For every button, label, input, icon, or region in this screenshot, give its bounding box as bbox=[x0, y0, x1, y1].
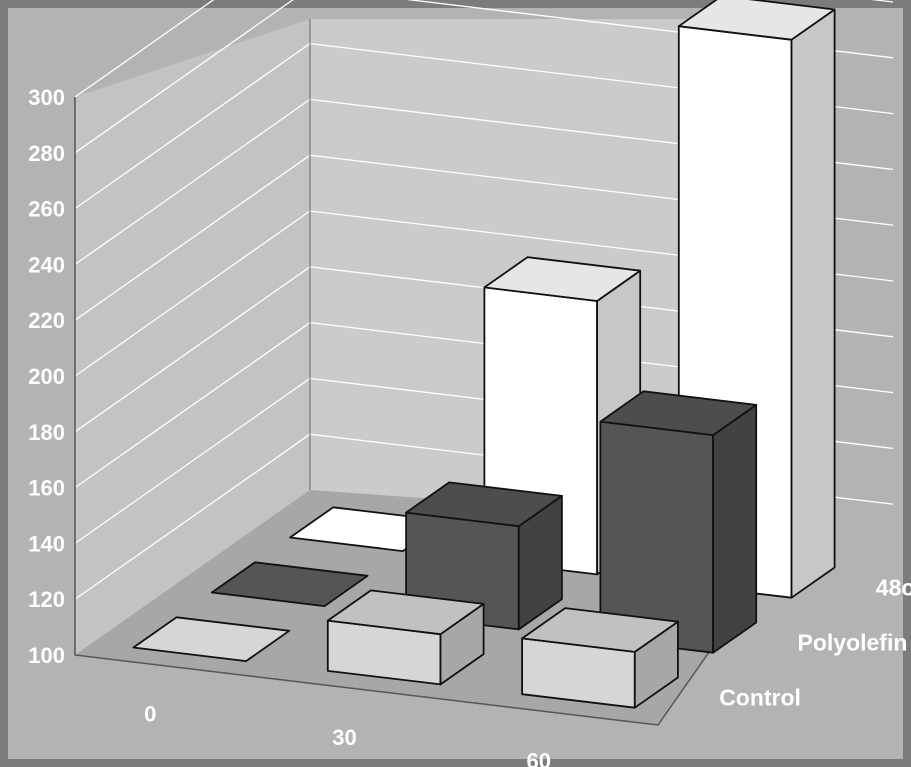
y-tick-label: 120 bbox=[28, 587, 65, 612]
labels: 100 120 140 160 180 200 220 240 260 280 300 0 30 60 Co… bbox=[28, 85, 911, 767]
bar-polyolefin-60 bbox=[599, 390, 758, 654]
y-tick-label: 160 bbox=[28, 476, 65, 501]
x-tick-label: 0 bbox=[144, 702, 156, 727]
y-tick-label: 260 bbox=[28, 197, 65, 222]
y-tick-label: 180 bbox=[28, 420, 65, 445]
y-tick-label: 300 bbox=[28, 85, 65, 110]
y-tick-label: 240 bbox=[28, 252, 65, 277]
y-tick-label: 140 bbox=[28, 531, 65, 556]
bar-polyolefin-0 bbox=[210, 561, 369, 607]
bar-control-30 bbox=[326, 589, 485, 686]
series-label: Polyolefin bbox=[798, 630, 908, 656]
series-label: Control bbox=[719, 685, 801, 711]
bar-control-60 bbox=[521, 607, 679, 709]
y-tick-label: 220 bbox=[28, 308, 65, 333]
bars bbox=[132, 0, 836, 709]
y-tick-label: 280 bbox=[28, 141, 65, 166]
x-tick-label: 60 bbox=[527, 748, 551, 767]
bar-control-0 bbox=[132, 616, 291, 662]
left-wall bbox=[75, 19, 310, 655]
y-tick-label: 200 bbox=[28, 364, 65, 389]
x-tick-label: 30 bbox=[332, 725, 356, 750]
y-tick-label: 100 bbox=[28, 643, 65, 668]
bar-polyolefin-30 bbox=[405, 481, 563, 631]
series-label: 48cm bbox=[876, 575, 911, 601]
gridline bbox=[74, 0, 894, 98]
